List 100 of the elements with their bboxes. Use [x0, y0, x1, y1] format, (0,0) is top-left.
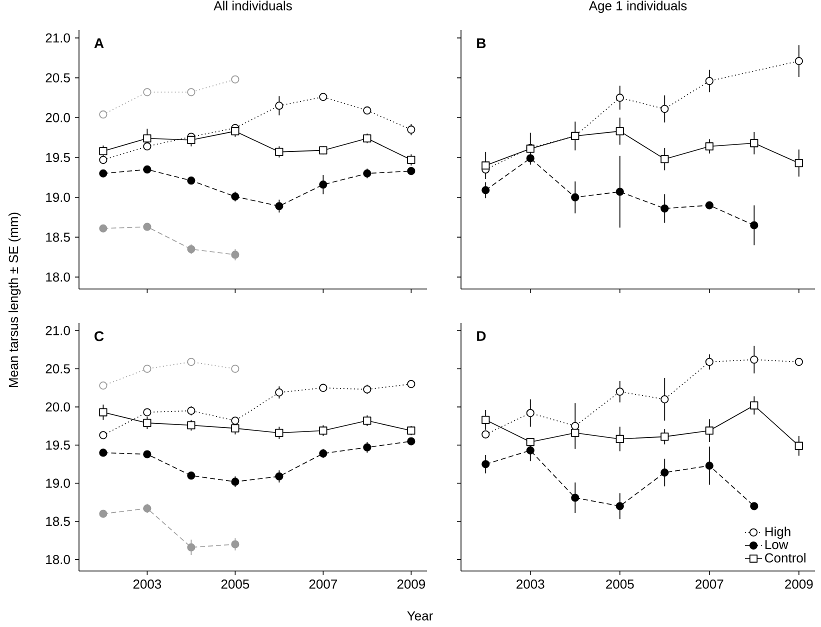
point — [794, 442, 803, 450]
point — [482, 430, 490, 438]
point — [794, 159, 803, 168]
x-tick-label: 2009 — [785, 580, 813, 589]
point — [616, 388, 624, 396]
point — [616, 188, 624, 196]
point — [526, 446, 534, 454]
annotation: A — [94, 38, 104, 48]
point — [407, 437, 416, 446]
point — [187, 543, 196, 552]
point — [705, 462, 714, 470]
point — [705, 76, 714, 86]
y-tick-label: 21.0 — [46, 326, 70, 336]
point — [143, 88, 152, 96]
point — [275, 102, 284, 110]
point — [231, 75, 240, 84]
point — [187, 472, 196, 480]
y-tick-label: 20.5 — [46, 364, 70, 374]
point — [231, 192, 240, 201]
point — [231, 364, 240, 373]
annotation: B — [477, 38, 486, 48]
point — [99, 408, 108, 416]
point — [482, 460, 490, 468]
point — [143, 142, 152, 150]
x-tick-label: 2005 — [606, 580, 634, 589]
x-tick-label: 2007 — [696, 580, 724, 589]
point — [143, 418, 152, 428]
point — [407, 380, 416, 388]
point — [616, 502, 624, 510]
chart-title: Age 1 individuals — [588, 0, 687, 13]
point — [705, 426, 714, 435]
point — [231, 250, 240, 259]
point — [99, 510, 108, 518]
point — [231, 416, 240, 425]
point — [275, 472, 284, 480]
y-tick-label: 18.0 — [46, 272, 70, 282]
point — [363, 443, 372, 452]
point — [275, 428, 284, 437]
point — [526, 154, 534, 162]
point — [99, 156, 108, 164]
point — [143, 504, 152, 512]
x-tick-label: 2005 — [221, 580, 250, 589]
point — [187, 88, 196, 96]
x-tick-label: 2003 — [516, 580, 544, 589]
point — [319, 146, 328, 154]
point — [571, 193, 580, 202]
point — [660, 155, 669, 164]
point — [526, 438, 534, 446]
chart-title: All individuals — [214, 0, 292, 10]
point — [143, 450, 152, 458]
point — [231, 478, 240, 486]
point — [660, 432, 669, 441]
y-tick-label: 18.5 — [46, 516, 70, 526]
point — [407, 167, 416, 176]
point — [660, 395, 669, 404]
point — [187, 406, 196, 415]
legend-label: Low — [765, 540, 788, 550]
point — [99, 169, 108, 178]
point — [319, 384, 328, 392]
point — [187, 245, 196, 254]
point — [143, 222, 152, 231]
point — [482, 416, 490, 424]
point — [99, 110, 108, 119]
point — [143, 134, 152, 142]
point — [750, 139, 758, 148]
point — [616, 434, 624, 444]
y-tick-label: 20.5 — [46, 73, 70, 82]
annotation: C — [94, 331, 104, 342]
point — [319, 180, 328, 189]
point — [319, 426, 328, 435]
point — [99, 382, 108, 390]
point — [750, 221, 758, 230]
point — [660, 204, 669, 213]
point — [99, 448, 108, 457]
point — [319, 449, 328, 458]
y-tick-label: 18.0 — [46, 554, 70, 564]
x-tick-label: 2003 — [133, 580, 162, 589]
point — [616, 127, 624, 136]
y-tick-label: 19.5 — [46, 152, 70, 162]
point — [187, 358, 196, 366]
point — [143, 165, 152, 174]
point — [187, 421, 196, 430]
point — [660, 468, 669, 477]
point — [275, 148, 284, 156]
point — [363, 134, 372, 142]
point — [363, 416, 372, 425]
point — [275, 202, 284, 210]
y-tick-label: 20.0 — [46, 113, 70, 122]
point — [705, 358, 714, 366]
point — [99, 224, 108, 232]
annotation: D — [477, 331, 486, 341]
x-tick-label: 2007 — [309, 580, 337, 589]
point — [750, 401, 758, 410]
y-tick-label: 19.0 — [46, 478, 70, 488]
point — [526, 408, 534, 418]
point — [363, 385, 372, 394]
point — [616, 94, 624, 102]
point — [571, 428, 580, 437]
point — [526, 144, 534, 153]
point — [750, 502, 758, 510]
